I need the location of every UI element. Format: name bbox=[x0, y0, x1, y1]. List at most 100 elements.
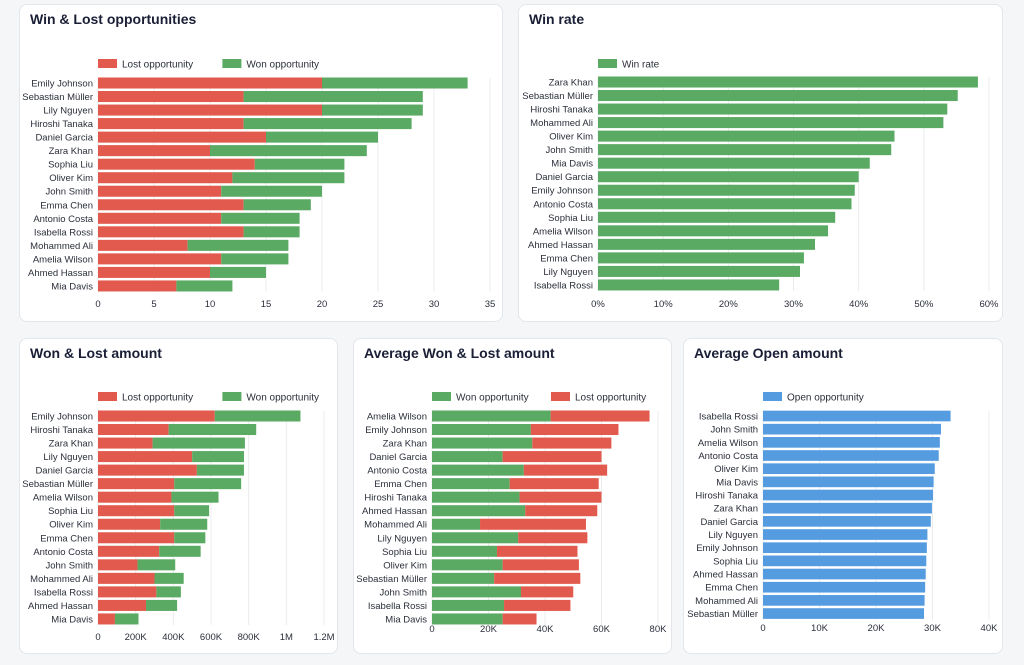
legend-label-lost-opportunity: Lost opportunity bbox=[575, 393, 646, 404]
bar-ahmed-hassan-win-rate bbox=[598, 238, 816, 250]
category-label: Amelia Wilson bbox=[367, 412, 427, 423]
bar-sebastian-m-ller-won-opportunity bbox=[174, 478, 242, 490]
bar-emily-johnson-win-rate bbox=[598, 184, 855, 196]
bar-amelia-wilson-open-opportunity bbox=[763, 437, 940, 448]
bar-mohammed-ali-lost-opportunity bbox=[480, 518, 586, 530]
bar-amelia-wilson-lost-opportunity bbox=[550, 410, 650, 422]
category-label: Zara Khan bbox=[49, 146, 93, 157]
card-win-lost-opportunities: Win & Lost opportunities Lost opportunit… bbox=[19, 4, 503, 322]
bar-sophia-liu-lost-opportunity bbox=[496, 545, 578, 557]
x-tick-label: 50% bbox=[914, 299, 934, 310]
category-label: Ahmed Hassan bbox=[693, 570, 758, 581]
bar-antonio-costa-win-rate bbox=[598, 198, 852, 210]
category-label: Amelia Wilson bbox=[533, 226, 593, 237]
x-tick-label: 0 bbox=[95, 299, 100, 310]
legend-label-win-rate: Win rate bbox=[622, 60, 660, 71]
category-label: Oliver Kim bbox=[549, 132, 593, 143]
legend-swatch-lost-opportunity bbox=[98, 392, 117, 401]
legend-swatch-open-opportunity bbox=[763, 392, 782, 401]
bar-sebastian-m-ller-lost-opportunity bbox=[494, 572, 581, 584]
category-label: Antonio Costa bbox=[367, 466, 427, 477]
category-label: Isabella Rossi bbox=[699, 412, 758, 423]
x-tick-label: 0 bbox=[95, 632, 100, 643]
bar-mia-davis-lost-opportunity bbox=[98, 613, 115, 625]
chart-title: Average Open amount bbox=[694, 345, 843, 361]
x-tick-label: 35 bbox=[485, 299, 496, 310]
category-label: Sebastian Müller bbox=[22, 92, 93, 103]
category-label: Hiroshi Tanaka bbox=[30, 119, 93, 130]
bar-mohammed-ali-won-opportunity bbox=[154, 572, 184, 584]
chart-won-lost-amount: Lost opportunity Won opportunity Emily Joh… bbox=[22, 392, 335, 643]
category-label: Oliver Kim bbox=[714, 464, 758, 475]
bar-lily-nguyen-won-opportunity bbox=[192, 451, 244, 463]
bar-john-smith-won-opportunity bbox=[432, 586, 521, 598]
chart-title: Win & Lost opportunities bbox=[30, 11, 197, 27]
x-tick-label: 30% bbox=[784, 299, 804, 310]
x-tick-label: 10 bbox=[205, 299, 216, 310]
bar-mohammed-ali-lost-opportunity bbox=[98, 239, 188, 251]
legend-swatch-win-rate bbox=[598, 59, 617, 68]
x-tick-label: 40K bbox=[537, 624, 555, 635]
bar-emily-johnson-won-opportunity bbox=[432, 424, 531, 436]
category-label: Lily Nguyen bbox=[43, 106, 93, 117]
category-label: Emily Johnson bbox=[31, 79, 93, 90]
bar-ahmed-hassan-lost-opportunity bbox=[98, 599, 147, 611]
category-label: Hiroshi Tanaka bbox=[695, 491, 758, 502]
category-label: Emma Chen bbox=[374, 479, 427, 490]
bar-isabella-rossi-lost-opportunity bbox=[98, 586, 157, 598]
category-label: Sebastian Müller bbox=[522, 91, 593, 102]
bar-antonio-costa-won-opportunity bbox=[159, 545, 201, 557]
chart-average-open-amount: Open opportunity Isabella Rossi John Smith… bbox=[687, 392, 998, 634]
bar-daniel-garcia-won-opportunity bbox=[196, 464, 244, 476]
bar-emma-chen-open-opportunity bbox=[763, 581, 926, 593]
bar-sebastian-m-ller-won-opportunity bbox=[432, 572, 495, 584]
category-label: Ahmed Hassan bbox=[528, 240, 593, 251]
bar-oliver-kim-open-opportunity bbox=[763, 463, 935, 475]
category-label: Daniel Garcia bbox=[535, 172, 593, 183]
category-label: Isabella Rossi bbox=[534, 280, 593, 291]
category-label: Antonio Costa bbox=[698, 451, 758, 462]
category-label: Isabella Rossi bbox=[34, 587, 93, 598]
bar-emma-chen-won-opportunity bbox=[432, 478, 510, 490]
bar-zara-khan-won-opportunity bbox=[210, 145, 367, 157]
bar-ahmed-hassan-lost-opportunity bbox=[98, 266, 210, 278]
bar-john-smith-open-opportunity bbox=[763, 423, 941, 435]
bar-isabella-rossi-won-opportunity bbox=[432, 599, 505, 611]
bar-emma-chen-win-rate bbox=[598, 252, 804, 264]
bar-daniel-garcia-lost-opportunity bbox=[98, 131, 266, 143]
bar-zara-khan-lost-opportunity bbox=[532, 437, 612, 449]
chart-win-rate: Win rate Zara Khan Sebastian Müller Hiroshi… bbox=[522, 59, 999, 310]
bar-lily-nguyen-won-opportunity bbox=[322, 104, 423, 116]
bar-lily-nguyen-lost-opportunity bbox=[518, 532, 588, 544]
bar-emily-johnson-open-opportunity bbox=[763, 542, 927, 554]
bar-daniel-garcia-won-opportunity bbox=[266, 131, 378, 143]
category-label: John Smith bbox=[379, 587, 427, 598]
x-tick-label: 20 bbox=[317, 299, 328, 310]
chart-win-lost-opportunities: Lost opportunity Won opportunity Emily Joh… bbox=[22, 59, 496, 310]
x-tick-label: 20% bbox=[719, 299, 739, 310]
category-label: Amelia Wilson bbox=[33, 254, 93, 265]
category-label: Hiroshi Tanaka bbox=[30, 425, 93, 436]
bar-emily-johnson-won-opportunity bbox=[214, 410, 301, 422]
bar-mohammed-ali-won-opportunity bbox=[432, 518, 481, 530]
bar-zara-khan-won-opportunity bbox=[432, 437, 533, 449]
category-label: John Smith bbox=[45, 560, 93, 571]
category-label: Mia Davis bbox=[385, 614, 427, 625]
bar-sophia-liu-won-opportunity bbox=[174, 505, 210, 517]
category-label: Mohammed Ali bbox=[364, 520, 427, 531]
bar-sebastian-m-ller-won-opportunity bbox=[243, 91, 423, 103]
category-label: Lily Nguyen bbox=[377, 533, 427, 544]
bar-emma-chen-won-opportunity bbox=[174, 532, 206, 544]
bar-amelia-wilson-lost-opportunity bbox=[98, 491, 172, 503]
category-label: Emma Chen bbox=[40, 533, 93, 544]
bar-oliver-kim-won-opportunity bbox=[232, 172, 345, 184]
bar-isabella-rossi-won-opportunity bbox=[243, 226, 300, 238]
bar-amelia-wilson-won-opportunity bbox=[432, 410, 551, 422]
bar-hiroshi-tanaka-win-rate bbox=[598, 103, 948, 115]
category-label: Emily Johnson bbox=[31, 412, 93, 423]
bar-hiroshi-tanaka-lost-opportunity bbox=[519, 491, 602, 503]
bar-daniel-garcia-win-rate bbox=[598, 171, 859, 183]
bar-isabella-rossi-lost-opportunity bbox=[98, 226, 244, 238]
x-tick-label: 600K bbox=[200, 632, 223, 643]
bar-sebastian-m-ller-win-rate bbox=[598, 90, 958, 102]
